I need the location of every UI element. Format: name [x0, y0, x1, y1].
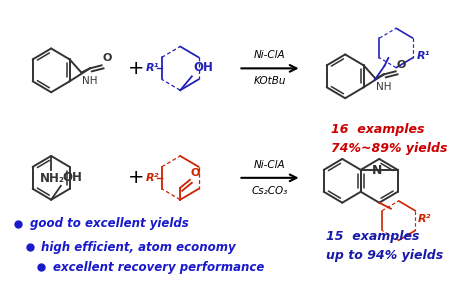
- Text: Ni-ClA: Ni-ClA: [254, 160, 286, 170]
- Text: N: N: [372, 164, 383, 177]
- Text: NH: NH: [376, 82, 392, 92]
- Text: NH: NH: [82, 76, 98, 86]
- Text: O: O: [397, 60, 406, 70]
- Text: 15  examples
up to 94% yields: 15 examples up to 94% yields: [326, 230, 443, 262]
- Text: Cs₂CO₃: Cs₂CO₃: [252, 186, 288, 196]
- Text: R²: R²: [418, 214, 432, 224]
- Text: +: +: [128, 168, 145, 187]
- Text: O: O: [102, 53, 112, 63]
- Text: NH₂: NH₂: [40, 172, 64, 185]
- Text: Ni-ClA: Ni-ClA: [254, 50, 286, 60]
- Text: OH: OH: [63, 171, 82, 184]
- Text: good to excellent yields: good to excellent yields: [30, 217, 189, 230]
- Text: R¹: R¹: [146, 63, 159, 74]
- Text: OH: OH: [194, 61, 214, 74]
- Text: excellent recovery performance: excellent recovery performance: [53, 261, 264, 274]
- Text: KOtBu: KOtBu: [254, 76, 286, 86]
- Text: R²: R²: [146, 173, 159, 183]
- Text: O: O: [191, 168, 200, 178]
- Text: R¹: R¹: [417, 51, 430, 61]
- Text: +: +: [128, 59, 145, 78]
- Text: 16  examples
74%~89% yields: 16 examples 74%~89% yields: [331, 123, 447, 155]
- Text: high efficient, atom economy: high efficient, atom economy: [41, 241, 236, 254]
